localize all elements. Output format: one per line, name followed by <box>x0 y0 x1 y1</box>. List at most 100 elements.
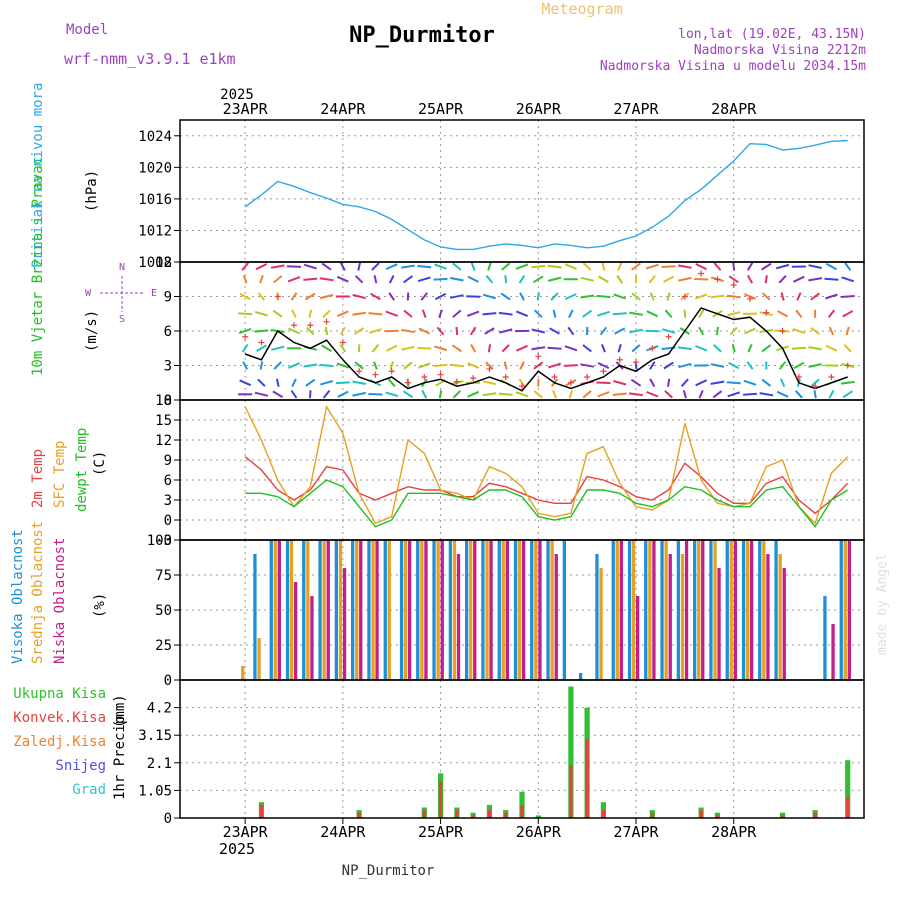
cloud-bar <box>436 540 440 680</box>
cloud-bar <box>729 540 733 680</box>
wind-arrow <box>469 326 477 336</box>
gust-marker <box>567 379 574 386</box>
wind-arrow <box>255 263 268 271</box>
wind-arrow <box>842 390 853 399</box>
ytick-label: 9 <box>164 453 172 469</box>
wind-arrow <box>485 275 494 284</box>
wind-arrow <box>466 310 480 317</box>
cloud-bar <box>497 540 501 680</box>
panel-frame <box>179 679 865 819</box>
wind-arrow <box>694 293 708 300</box>
ytick-label: 0 <box>164 811 172 827</box>
precip-legend-item: Grad <box>72 782 106 798</box>
wind-arrow <box>389 361 394 370</box>
cloud-bar <box>750 540 754 680</box>
low-cloud-ylabel: Niska Oblacnost <box>52 538 68 664</box>
wind-arrow <box>319 293 334 300</box>
wind-arrow <box>568 309 574 319</box>
wind-arrow <box>775 263 790 270</box>
cloud-bar <box>758 540 762 680</box>
wind-arrow <box>433 277 448 281</box>
wind-arrow <box>710 363 725 368</box>
wind-arrow <box>645 263 659 270</box>
gust-marker <box>616 356 623 363</box>
wind-arrow <box>482 312 497 316</box>
temp-unit: (C) <box>92 451 108 476</box>
ytick-label: 3 <box>164 493 172 509</box>
cloud-bar <box>599 568 603 680</box>
wind-arrow <box>662 328 676 334</box>
wind-arrow <box>844 262 852 271</box>
cloud-bar <box>627 540 632 680</box>
wind-arrow <box>401 345 415 351</box>
gust-marker <box>486 365 493 372</box>
wind-arrow <box>683 309 687 318</box>
gust-marker <box>421 374 428 380</box>
ytick-label: 50 <box>155 603 172 619</box>
gust-marker <box>470 375 477 382</box>
wind-arrow <box>499 328 513 334</box>
ytick-label: 75 <box>155 568 172 584</box>
wind-arrow <box>616 274 624 284</box>
wind-arrow <box>780 292 785 301</box>
wind-arrow <box>564 345 578 352</box>
wind-arrow <box>438 309 443 319</box>
wind-arrow <box>387 378 396 387</box>
wind-arrow <box>257 378 266 387</box>
wind-arrow <box>678 276 692 282</box>
wind-arrow <box>403 309 413 318</box>
wind-arrow <box>305 378 316 387</box>
cloud-bar <box>725 540 729 680</box>
wind-arrow <box>776 390 789 398</box>
wind-arrow <box>417 347 432 350</box>
precip-bar <box>601 810 606 818</box>
wind-arrow <box>239 292 251 301</box>
wind-arrow <box>596 381 611 384</box>
wind-arrow <box>417 265 432 269</box>
cloud-bar <box>456 554 461 680</box>
wind-arrow <box>761 292 771 301</box>
cloud-bar <box>713 540 717 680</box>
wind-arrow <box>418 362 431 369</box>
wind-arrow <box>482 380 497 386</box>
wind-arrow <box>515 391 529 398</box>
wind-arrow <box>825 293 838 300</box>
wind-arrow <box>373 361 378 370</box>
footer-station: NP_Durmitor <box>342 863 435 879</box>
cloud-bar <box>334 540 338 680</box>
wind-arrow <box>549 327 560 335</box>
cloud-bar <box>257 638 261 680</box>
temp-line-0 <box>244 456 849 515</box>
wind-arrow <box>254 329 269 333</box>
model-altitude: Nadmorska Visina u modelu 2034.15m <box>600 59 866 74</box>
cloud-bar <box>546 540 550 680</box>
precip-legend: Ukupna Kisa Konvek.Kisa Zaledj.Kisa Snijeg G… <box>13 686 106 798</box>
gust-marker <box>665 333 672 340</box>
temp-line-1 <box>244 404 849 525</box>
wind-arrow <box>808 363 822 368</box>
wind-arrow <box>322 389 331 399</box>
wind-arrow <box>518 378 526 388</box>
precip-bar <box>585 739 589 818</box>
wind-arrow <box>498 392 513 396</box>
wind-arrow <box>792 328 806 334</box>
wind-arrow <box>667 378 671 387</box>
cloud-bar <box>619 540 623 680</box>
pressure-ylabel: Pritisak na nivou mora <box>30 83 46 268</box>
wind-arrow <box>534 309 543 318</box>
wind-arrow <box>531 346 546 351</box>
wind-arrow <box>732 262 736 271</box>
cloud-bar <box>469 540 473 680</box>
wind-arrow <box>744 327 756 335</box>
wind-arrow <box>663 275 675 283</box>
wind-arrow <box>368 312 383 316</box>
wind-arrow <box>596 294 611 299</box>
cloud-bar <box>774 540 778 680</box>
wind-arrow <box>845 326 850 336</box>
cloud-bar <box>579 673 583 680</box>
wind-arrow <box>810 378 820 387</box>
wind-arrow <box>403 361 413 370</box>
cloud-bar <box>693 540 697 680</box>
panel-temperature: -3 0 3 6 9 12 15 18 <box>155 393 864 549</box>
cloud-bar <box>505 540 509 680</box>
